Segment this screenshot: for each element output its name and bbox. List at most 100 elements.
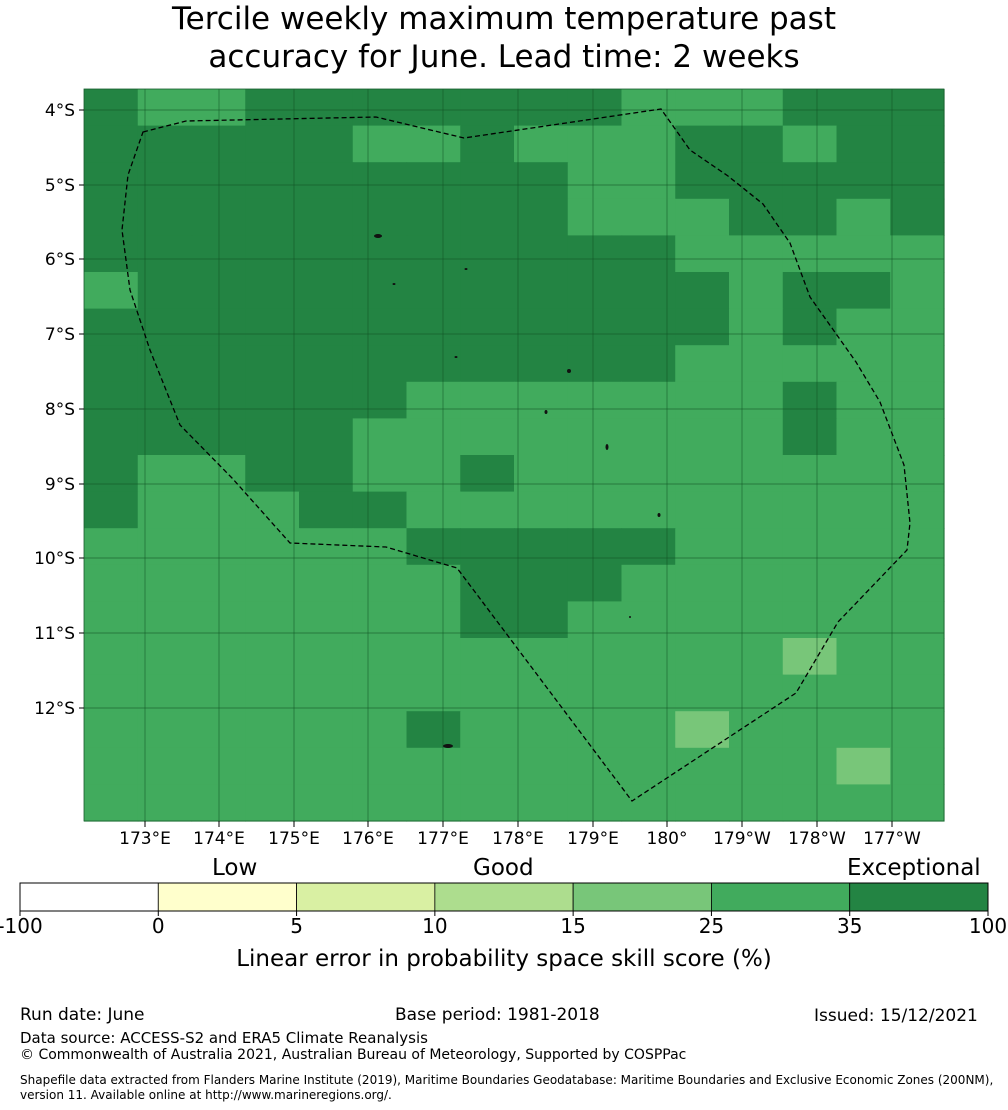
grid-cell [299,638,354,676]
grid-cell [675,455,730,493]
grid-cell [729,528,784,566]
grid-cell [621,674,676,712]
grid-cell [84,381,139,419]
lon-label: 175°E [268,829,320,849]
map-frame [83,88,945,822]
grid-cell [836,711,891,749]
grid-cell [299,89,354,127]
grid-cell [675,784,730,822]
grid-cell [406,528,461,566]
grid-cell [84,418,139,456]
grid-cell [137,747,193,785]
grid-cell [84,345,139,383]
grid-cell [729,491,784,529]
grid-cell [460,381,515,419]
colorbar-label: Linear error in probability space skill … [236,946,772,972]
grid-cell [675,747,730,785]
colorbar-segment [572,882,712,912]
grid-cell [836,747,891,785]
grid-cell [245,162,300,200]
grid-cell [890,272,945,310]
grid-cell [406,638,461,676]
grid-cell [782,125,838,163]
grid-cell [84,125,139,163]
grid-cell [406,381,461,419]
category-good: Good [473,855,534,881]
grid-cell [514,235,569,273]
grid-cell [729,345,784,383]
grid-cell [460,272,515,310]
grid-cell [84,162,139,200]
grid-cell [782,674,838,712]
title-line-1: Tercile weekly maximum temperature past [171,1,836,37]
grid-cell [890,711,945,749]
eez-boundary [121,108,911,802]
grid-cell [782,272,838,310]
grid-cell [890,528,945,566]
grid-cell [782,345,838,383]
grid-cell [352,162,408,200]
grid-cell [460,308,515,346]
grid-cell [406,747,461,785]
grid-cell [729,308,784,346]
grid-cell [567,455,623,493]
grid-cell [836,528,891,566]
grid-cell [836,601,891,639]
grid-cell [84,674,139,712]
grid-cell [621,418,676,456]
island [454,356,458,358]
grid-cell [675,198,730,236]
grid-cell [299,491,354,529]
grid-cell [621,491,676,529]
island [392,283,396,285]
grid-cell [137,564,193,602]
grid-cell [352,308,408,346]
grid-cell [621,345,676,383]
grid-cell [621,784,676,822]
grid-cell [245,638,300,676]
grid-cell [137,162,193,200]
grid-cell [245,784,300,822]
grid-cell [567,89,623,127]
grid-cell [460,125,515,163]
grid-cell [84,601,139,639]
grid-cell [890,308,945,346]
grid-cell [567,747,623,785]
colorbar-segment [157,882,297,912]
grid-cell [836,455,891,493]
colorbar-tick-label: 35 [837,914,862,938]
grid-cell [137,528,193,566]
grid-cell [567,491,623,529]
colorbar-tick-label: 100 [969,914,1007,938]
grid-cell [621,235,676,273]
grid-cell [890,198,945,236]
grid-cell [137,491,193,529]
grid-cell [782,198,838,236]
category-low: Low [212,855,258,881]
grid-cell [406,345,461,383]
grid-cell [621,711,676,749]
grid-cell [675,89,730,127]
grid-cell [460,89,515,127]
grid-cell [406,601,461,639]
grid-cell [84,747,139,785]
grid-cell [406,89,461,127]
grid-cell [406,235,461,273]
grid-cell [245,418,300,456]
grid-cell [84,528,139,566]
grid-cell [245,235,300,273]
colorbar-tick-label: 10 [422,914,447,938]
island [629,616,631,618]
grid-cell [729,418,784,456]
grid-cell [84,89,139,127]
lat-label: 6°S [45,250,75,270]
grid-cell [782,601,838,639]
lat-label: 11°S [34,624,75,644]
grid-cell [352,125,408,163]
grid-cell [299,455,354,493]
grid-cell [299,601,354,639]
grid-cell [514,418,569,456]
grid-cell [567,162,623,200]
grid-cell [675,418,730,456]
